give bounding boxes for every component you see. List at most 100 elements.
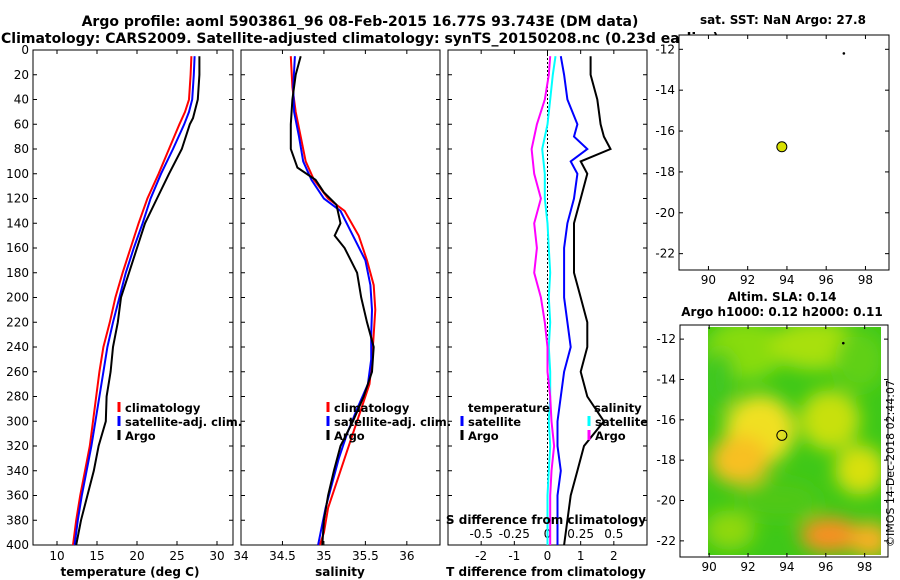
track-dot xyxy=(841,341,845,345)
difference-x2tick-label: -0.5 xyxy=(469,527,492,541)
temperature-legend: climatology satellite-adj. clim. Argo xyxy=(117,401,242,443)
difference-xlabel: T difference from climatology xyxy=(446,565,646,579)
difference-xtick-label: 2 xyxy=(610,549,618,563)
figure-title-line2: Climatology: CARS2009. Satellite-adjuste… xyxy=(1,31,719,47)
sla-map-title-line1: Altim. SLA: 0.14 xyxy=(728,290,837,304)
sst_map-xtick-label: 96 xyxy=(819,273,834,287)
temperature-series-climatology xyxy=(72,56,193,546)
sla_map-ytick-label: -16 xyxy=(656,413,676,427)
salinity-series-climatology xyxy=(289,56,377,546)
sla_map-xtick-label: 98 xyxy=(857,560,872,574)
sla_map-ytick-label: -20 xyxy=(656,494,676,508)
depth-tick-label: 180 xyxy=(6,266,29,280)
legend-t-satellite-label: satellite xyxy=(468,415,521,429)
sla_map-ytick-label: -18 xyxy=(656,453,676,467)
difference-xtick-label: -1 xyxy=(508,549,520,563)
legend-salinity-title: salinity xyxy=(594,401,642,415)
depth-tick-label: 40 xyxy=(14,93,29,107)
depth-tick-label: 200 xyxy=(6,291,29,305)
depth-tick-label: 120 xyxy=(6,192,29,206)
sst_map-ytick-label: -18 xyxy=(655,165,675,179)
legend-satellite-label: satellite-adj. clim. xyxy=(334,415,451,429)
salinity-series-satellite-adj-clim- xyxy=(292,56,374,546)
sst-map-frame xyxy=(678,34,890,271)
depth-tick-label: 320 xyxy=(6,439,29,453)
sst_map-ytick-label: -20 xyxy=(655,206,675,220)
salinity-xtick-label: 34.5 xyxy=(269,549,296,563)
figure-title-line1: Argo profile: aoml 5903861_96 08-Feb-201… xyxy=(82,14,639,30)
difference-x2tick-label: 0.5 xyxy=(604,527,623,541)
depth-tick-label: 220 xyxy=(6,315,29,329)
sla_map-xtick-label: 94 xyxy=(779,560,794,574)
sst-map-title: sat. SST: NaN Argo: 27.8 xyxy=(700,13,866,27)
salinity-xtick-label: 34 xyxy=(233,549,248,563)
sla_map-xtick-label: 96 xyxy=(818,560,833,574)
difference-series-s-argo xyxy=(530,56,556,545)
sla_map-ytick-label: -22 xyxy=(656,534,676,548)
temperature-xtick-label: 15 xyxy=(89,549,104,563)
depth-tick-label: 60 xyxy=(14,117,29,131)
temperature-series-argo xyxy=(75,56,201,546)
depth-tick-label: 100 xyxy=(6,167,29,181)
salinity-panel-frame xyxy=(240,49,441,546)
depth-tick-label: 20 xyxy=(14,68,29,82)
track-dot xyxy=(842,52,846,55)
sst_map-xtick-label: 92 xyxy=(740,273,755,287)
difference-xtick-label: -2 xyxy=(475,549,487,563)
salinity-xtick-label: 36 xyxy=(399,549,414,563)
depth-tick-label: 380 xyxy=(6,513,29,527)
sst_map-ytick-label: -14 xyxy=(655,83,675,97)
depth-tick-label: 140 xyxy=(6,216,29,230)
sla-heatmap xyxy=(708,327,881,555)
legend-s-argo-label: Argo xyxy=(595,429,626,443)
difference-series-t-argo xyxy=(563,56,612,546)
depth-tick-label: 340 xyxy=(6,464,29,478)
sla_map-xtick-label: 92 xyxy=(740,560,755,574)
temperature-xtick-label: 30 xyxy=(209,549,224,563)
legend-climatology-label: climatology xyxy=(125,401,201,415)
sla-map-title-line2: Argo h1000: 0.12 h2000: 0.11 xyxy=(681,305,882,319)
temperature-xtick-label: 25 xyxy=(169,549,184,563)
difference-series-t-satellite xyxy=(556,56,589,545)
depth-tick-label: 360 xyxy=(6,489,29,503)
temperature-xtick-label: 10 xyxy=(49,549,64,563)
sst_map-xtick-label: 94 xyxy=(779,273,794,287)
salinity-xtick-label: 35 xyxy=(316,549,331,563)
legend-satellite-label: satellite-adj. clim. xyxy=(125,415,242,429)
depth-tick-label: 0 xyxy=(21,43,29,57)
salinity-xtick-label: 35.5 xyxy=(352,549,379,563)
imos-watermark: ©IMOS 14-Dec-2018 02:44:07 xyxy=(884,380,897,547)
depth-tick-label: 260 xyxy=(6,365,29,379)
sst_map-xtick-label: 98 xyxy=(858,273,873,287)
difference-x2label: S difference from climatology xyxy=(446,513,646,527)
sla_map-xtick-label: 90 xyxy=(702,560,717,574)
difference-series-s-satellite xyxy=(541,56,557,545)
depth-tick-label: 280 xyxy=(6,390,29,404)
legend-argo-label: Argo xyxy=(334,429,365,443)
salinity-xlabel: salinity xyxy=(315,565,365,579)
legend-climatology-label: climatology xyxy=(334,401,410,415)
difference-xtick-label: 0 xyxy=(544,549,552,563)
temperature-series-satellite-adj-clim- xyxy=(73,56,196,546)
salinity-series-argo xyxy=(289,55,375,546)
difference-xtick-label: 1 xyxy=(577,549,585,563)
sst_map-xtick-label: 90 xyxy=(701,273,716,287)
temperature-panel-frame xyxy=(32,49,234,546)
legend-temperature-title: temperature xyxy=(468,401,550,415)
depth-tick-label: 240 xyxy=(6,340,29,354)
sla_map-ytick-label: -14 xyxy=(656,372,676,386)
argo-position-marker xyxy=(776,141,788,153)
sst_map-ytick-label: -22 xyxy=(655,247,675,261)
salinity-legend: climatology satellite-adj. clim. Argo xyxy=(326,401,451,443)
depth-tick-label: 160 xyxy=(6,241,29,255)
depth-tick-label: 80 xyxy=(14,142,29,156)
difference-legend: temperature satellite Argo salinity sate… xyxy=(460,401,648,443)
legend-s-satellite-label: satellite xyxy=(595,415,648,429)
legend-t-argo-label: Argo xyxy=(468,429,499,443)
temperature-xlabel: temperature (deg C) xyxy=(61,565,200,579)
argo-position-marker xyxy=(776,429,788,441)
legend-argo-label: Argo xyxy=(125,429,156,443)
sla_map-ytick-label: -12 xyxy=(656,332,676,346)
difference-x2tick-label: -0.25 xyxy=(499,527,530,541)
